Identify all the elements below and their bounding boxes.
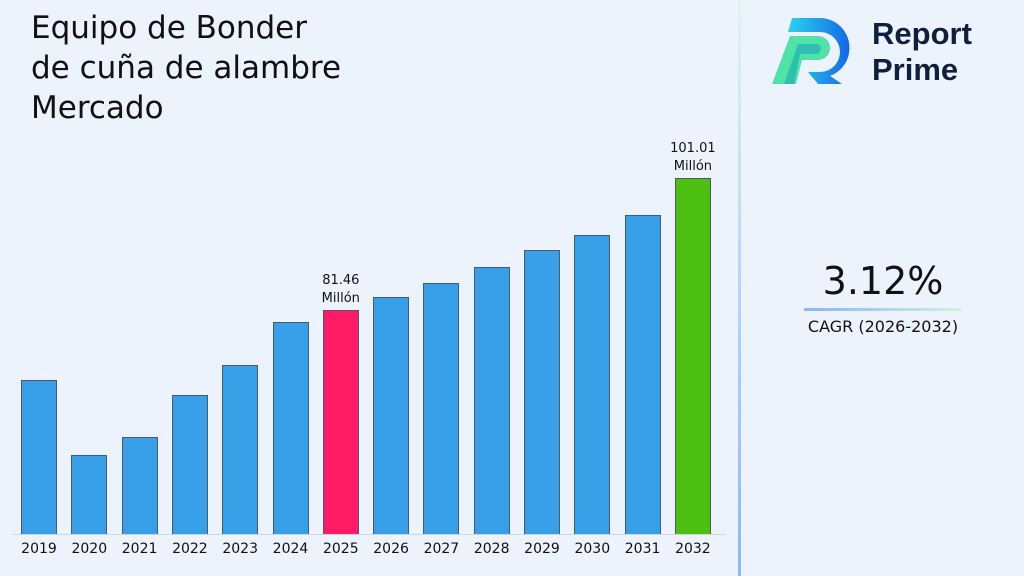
cagr-panel: 3.12% CAGR (2026-2032): [800, 258, 966, 336]
x-tick-label: 2027: [423, 541, 460, 557]
bar-2028: [473, 267, 510, 534]
x-tick-label: 2024: [272, 541, 309, 557]
x-tick-label: 2028: [473, 541, 510, 557]
bar-2031: [624, 215, 661, 534]
value-label-2025: 81.46 Millón: [301, 272, 381, 308]
x-tick-label: 2029: [524, 541, 560, 557]
cagr-label: CAGR (2026-2032): [807, 317, 959, 336]
bar-2024: [272, 322, 309, 534]
x-tick-label: 2032: [675, 541, 711, 557]
chart-title: Equipo de Bonder de cuña de alambre Merc…: [31, 8, 391, 128]
bar-2019: [21, 380, 57, 534]
x-tick-label: 2026: [373, 541, 409, 557]
bar-2023: [222, 365, 259, 534]
bar-2030: [574, 235, 611, 534]
bar-2027: [423, 283, 460, 534]
bar-chart: 2019 2020 2021 2022 2023 2024 2025 81.46 Millón 2…: [12, 140, 733, 557]
value-label-unit: Millón: [673, 159, 713, 174]
brand-name-line-1: Report: [872, 16, 972, 51]
x-tick-label: 2020: [71, 541, 108, 557]
brand-name: Report Prime: [872, 16, 972, 88]
report-prime-logo-icon: [772, 18, 850, 84]
value-label-unit: Millón: [321, 291, 360, 306]
bar-2021: [121, 437, 158, 534]
x-tick-label: 2019: [21, 541, 57, 557]
bar-2025: [322, 310, 359, 534]
x-tick-label: 2025: [322, 541, 359, 557]
cagr-underline: [804, 308, 962, 311]
chart-title-line-3: Mercado: [31, 90, 164, 126]
chart-title-line-2: de cuña de alambre: [31, 50, 342, 86]
bar-2032: [674, 178, 711, 534]
brand-name-line-2: Prime: [872, 52, 959, 87]
x-tick-label: 2030: [574, 541, 611, 557]
cagr-value: 3.12%: [822, 259, 944, 303]
panel-divider: [738, 0, 741, 576]
bar-2020: [71, 455, 108, 534]
value-label-number: 81.46: [322, 273, 360, 288]
value-label-2032: 101.01 Millón: [653, 140, 733, 176]
x-axis-line: [12, 534, 726, 535]
x-tick-label: 2021: [121, 541, 158, 557]
bar-2022: [171, 395, 208, 534]
x-tick-label: 2023: [222, 541, 258, 557]
x-tick-label: 2022: [172, 541, 208, 557]
value-label-number: 101.01: [670, 141, 716, 156]
bar-2026: [373, 297, 410, 534]
chart-title-line-1: Equipo de Bonder: [31, 10, 308, 46]
bar-2029: [524, 250, 560, 534]
brand-logo: Report Prime: [768, 14, 1008, 88]
x-tick-label: 2031: [624, 541, 661, 557]
